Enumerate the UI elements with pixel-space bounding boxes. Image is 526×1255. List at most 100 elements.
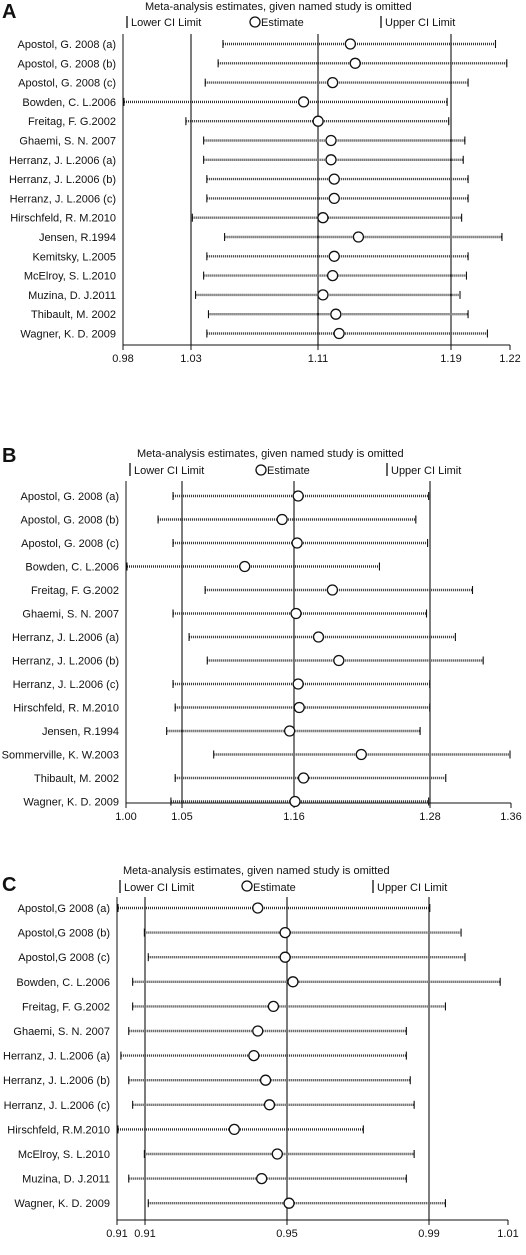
legend-upper-ci: Upper CI Limit bbox=[377, 882, 447, 894]
study-label: Herranz, J. L.2006 (b) bbox=[12, 656, 119, 668]
study-label: Hirschfeld, R. M.2010 bbox=[13, 703, 119, 715]
estimate-marker bbox=[328, 192, 340, 205]
estimate-marker bbox=[330, 308, 342, 320]
legend: Lower CI Limit Estimate Upper CI Limit bbox=[119, 880, 447, 894]
x-tick-label: 1.11 bbox=[308, 353, 329, 365]
estimate-marker bbox=[271, 1148, 283, 1160]
plot-area: 0.91 0.91 0.95 0.99 1.01 Apostol,G 2008 (a) Ap… bbox=[3, 897, 519, 1240]
study-label: Kemitsky, L.2005 bbox=[32, 251, 116, 263]
estimate-marker bbox=[267, 1000, 280, 1013]
estimate-marker bbox=[326, 269, 339, 282]
study-label: Apostol, G. 2008 (c) bbox=[18, 78, 116, 90]
study-label: Freitag, F. G.2002 bbox=[28, 116, 116, 128]
estimate-marker bbox=[263, 1099, 276, 1111]
estimate-marker bbox=[289, 795, 301, 808]
panel-letter: A bbox=[2, 1, 16, 23]
estimate-marker bbox=[252, 902, 264, 914]
study-label: Apostol, G. 2008 (c) bbox=[21, 538, 119, 550]
study-label: Apostol, G. 2008 (b) bbox=[21, 515, 119, 527]
plot-area: 0.98 1.03 1.11 1.19 1.22 Apostol, G. 2008 (a)… bbox=[9, 34, 521, 365]
panel-title: Meta-analysis estimates, given named stu… bbox=[145, 1, 412, 13]
panel-letter: C bbox=[2, 874, 16, 896]
study-label: Muzina, D. J.2011 bbox=[28, 290, 116, 302]
estimate-marker bbox=[312, 631, 325, 643]
estimate-marker bbox=[333, 654, 345, 667]
study-label: Herranz, J. L.2006 (b) bbox=[9, 174, 116, 186]
estimate-marker bbox=[279, 951, 291, 963]
estimate-marker bbox=[228, 1123, 240, 1136]
x-tick-label: 0.98 bbox=[112, 353, 133, 365]
study-label: Apostol,G 2008 (a) bbox=[18, 903, 110, 915]
panel-title: Meta-analysis estimates, given named stu… bbox=[123, 865, 390, 877]
x-tick-label: 1.00 bbox=[115, 811, 136, 823]
estimate-marker bbox=[317, 212, 329, 224]
estimate-marker bbox=[259, 1074, 272, 1086]
study-label: Apostol,G 2008 (c) bbox=[18, 952, 110, 964]
estimate-marker bbox=[283, 725, 296, 737]
estimate-marker bbox=[239, 560, 251, 573]
legend-estimate: Estimate bbox=[267, 465, 310, 477]
estimate-marker bbox=[297, 772, 310, 784]
study-label: Bowden, C. L.2006 bbox=[16, 977, 110, 989]
x-tick-label: 1.16 bbox=[283, 811, 304, 823]
x-tick-label: 1.03 bbox=[180, 353, 201, 365]
legend-estimate: Estimate bbox=[261, 17, 304, 29]
study-label: Herranz, J. L.2006 (a) bbox=[12, 632, 119, 644]
estimate-marker bbox=[293, 701, 305, 714]
x-tick-label: 1.01 bbox=[497, 1228, 518, 1240]
legend-upper-ci: Upper CI Limit bbox=[385, 17, 455, 29]
x-tick-label: 1.28 bbox=[419, 811, 440, 823]
estimate-marker bbox=[252, 1025, 264, 1037]
study-label: Ghaemi, S. N. 2007 bbox=[19, 136, 116, 148]
study-label: Thibault, M. 2002 bbox=[34, 773, 119, 785]
estimate-legend-icon bbox=[255, 464, 267, 476]
estimate-marker bbox=[287, 976, 299, 988]
study-label: Bowden, C. L.2006 bbox=[25, 562, 119, 574]
estimate-marker bbox=[325, 134, 337, 147]
study-label: Herranz, J. L.2006 (c) bbox=[4, 1100, 110, 1112]
estimate-marker bbox=[349, 57, 361, 69]
estimate-marker bbox=[326, 76, 339, 89]
legend: Lower CI Limit Estimate Upper CI Limit bbox=[129, 463, 461, 477]
study-label: Wagner, K. D. 2009 bbox=[20, 329, 116, 341]
study-label: Wagner, K. D. 2009 bbox=[14, 1198, 110, 1210]
panel-b: B Meta-analysis estimates, given named s… bbox=[2, 445, 522, 823]
estimate-marker bbox=[317, 289, 329, 301]
study-label: Jensen, R.1994 bbox=[42, 726, 119, 738]
study-label: Herranz, J. L.2006 (c) bbox=[13, 679, 119, 691]
estimate-marker bbox=[290, 607, 302, 620]
x-tick-label: 0.91 bbox=[134, 1228, 155, 1240]
estimate-marker bbox=[291, 537, 303, 549]
panel-title: Meta-analysis estimates, given named stu… bbox=[137, 448, 404, 460]
estimate-marker bbox=[292, 678, 304, 690]
study-label: Herranz, J. L.2006 (a) bbox=[3, 1051, 110, 1063]
estimate-marker bbox=[256, 1172, 268, 1185]
study-label: Jensen, R.1994 bbox=[39, 232, 116, 244]
study-label: Apostol, G. 2008 (a) bbox=[18, 39, 116, 51]
estimate-marker bbox=[328, 250, 340, 262]
x-tick-label: 1.22 bbox=[499, 353, 520, 365]
legend: Lower CI Limit Estimate Upper CI Limit bbox=[126, 16, 455, 29]
study-label: Herranz, J. L.2006 (b) bbox=[3, 1075, 110, 1087]
study-label: Muzina, D. J.2011 bbox=[22, 1174, 110, 1186]
estimate-marker bbox=[283, 1197, 295, 1209]
legend-lower-ci: Lower CI Limit bbox=[124, 882, 194, 894]
estimate-marker bbox=[328, 173, 340, 185]
study-label: McElroy, S. L.2010 bbox=[18, 1149, 110, 1161]
panel-a: A Meta-analysis estimates, given named s… bbox=[2, 1, 521, 365]
estimate-marker bbox=[333, 327, 345, 340]
legend-lower-ci: Lower CI Limit bbox=[134, 465, 204, 477]
estimate-marker bbox=[326, 584, 339, 596]
study-label: Hirschfeld, R. M.2010 bbox=[10, 213, 116, 225]
x-tick-label: 1.36 bbox=[500, 811, 521, 823]
legend-lower-ci: Lower CI Limit bbox=[131, 17, 201, 29]
study-label: Wagner, K. D. 2009 bbox=[23, 797, 119, 809]
study-label: Thibault, M. 2002 bbox=[31, 309, 116, 321]
estimate-marker bbox=[352, 231, 365, 243]
panel-c: C Meta-analysis estimates, given named s… bbox=[2, 865, 519, 1240]
study-label: Apostol, G. 2008 (a) bbox=[21, 491, 119, 503]
study-label: Apostol, G. 2008 (b) bbox=[18, 58, 116, 70]
study-label: Ghaemi, S. N. 2007 bbox=[22, 609, 119, 621]
estimate-marker bbox=[248, 1049, 260, 1062]
